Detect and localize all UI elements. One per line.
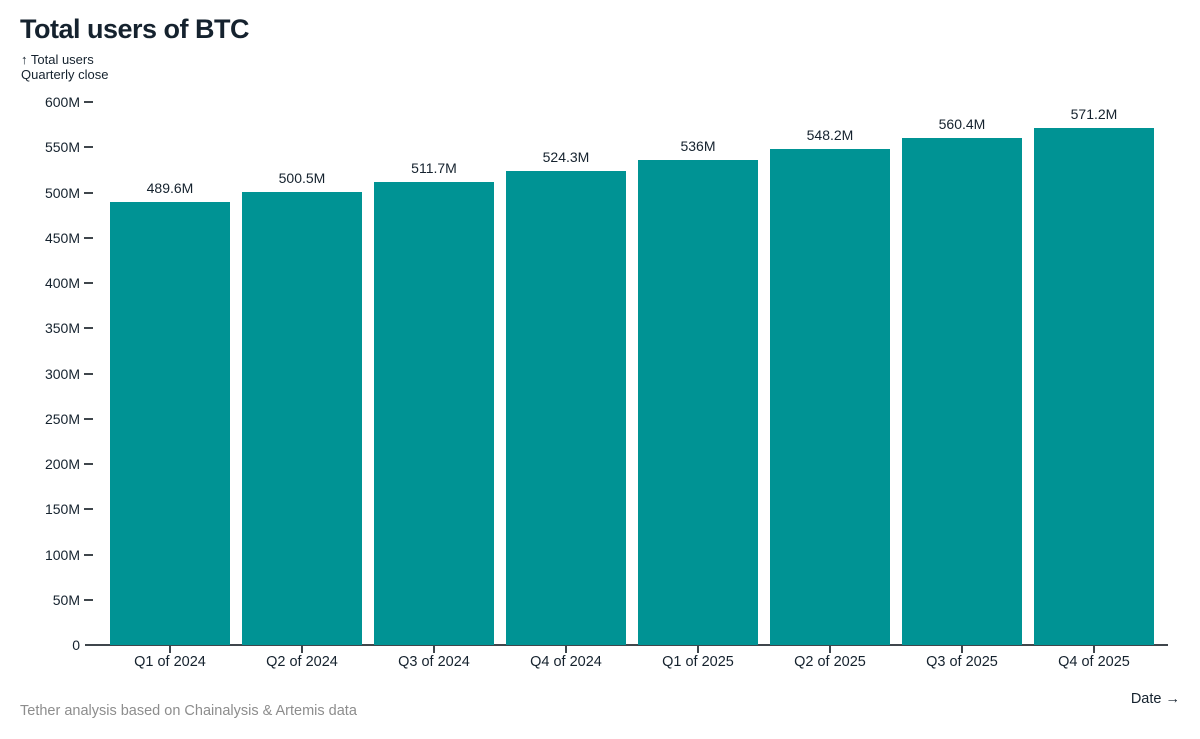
x-axis-tick-label: Q2 of 2025 bbox=[794, 654, 866, 670]
bar-value-label: 511.7M bbox=[411, 159, 457, 176]
y-axis-tick-mark bbox=[84, 508, 93, 511]
bar-value-label: 560.4M bbox=[938, 115, 986, 132]
y-axis-tick-label: 600M bbox=[44, 94, 80, 110]
x-axis-tick-label: Q4 of 2024 bbox=[530, 654, 602, 670]
y-axis-tick-label: 100M bbox=[44, 546, 80, 563]
y-axis-tick-label: 0 bbox=[72, 637, 80, 653]
x-axis-tick-mark bbox=[829, 646, 831, 653]
x-axis-tick-mark bbox=[433, 646, 435, 653]
y-axis-tick-label: 300M bbox=[44, 365, 80, 382]
x-axis-tick-label: Q1 of 2025 bbox=[662, 654, 734, 670]
chart-subtitle: ↑ Total users Quarterly close bbox=[21, 52, 108, 82]
y-axis-tick-mark bbox=[84, 146, 93, 149]
bar-value-label: 489.6M bbox=[146, 179, 194, 196]
x-axis-tick-label: Q2 of 2024 bbox=[266, 654, 338, 670]
y-axis-tick-mark bbox=[84, 598, 93, 601]
x-axis-tick-mark bbox=[1093, 646, 1095, 653]
y-axis-legend: ↑ Total users bbox=[21, 52, 94, 67]
source-attribution: Tether analysis based on Chainalysis & A… bbox=[20, 703, 357, 719]
x-axis-tick-mark bbox=[169, 646, 171, 653]
y-axis-tick-label: 450M bbox=[44, 229, 80, 246]
subtitle-quarterly-close: Quarterly close bbox=[21, 67, 109, 82]
y-axis-tick-label: 350M bbox=[44, 320, 80, 337]
x-axis-tick-mark bbox=[961, 646, 963, 653]
bar-value-label: 536M bbox=[680, 137, 716, 154]
x-axis-tick-label: Q4 of 2025 bbox=[1058, 654, 1130, 670]
x-axis-tick-label: Q3 of 2024 bbox=[398, 654, 470, 670]
y-axis-tick-label: 50M bbox=[52, 591, 80, 608]
y-axis-tick-label: 500M bbox=[44, 184, 80, 201]
y-axis-tick-mark bbox=[84, 417, 93, 420]
x-axis-tick-mark bbox=[301, 646, 303, 653]
bar-q1-of-2024 bbox=[110, 201, 230, 645]
bar-q4-of-2025 bbox=[1034, 128, 1154, 645]
x-axis-tick-mark bbox=[697, 646, 699, 653]
x-axis-tick-label: Q1 of 2024 bbox=[134, 654, 206, 670]
y-axis-tick-mark bbox=[84, 191, 93, 194]
bar-q4-of-2024 bbox=[506, 170, 626, 645]
bar-value-label: 548.2M bbox=[806, 126, 854, 143]
bar-q2-of-2024 bbox=[242, 192, 362, 645]
y-axis-tick-mark bbox=[84, 463, 93, 465]
x-axis-title: Date → bbox=[1130, 691, 1180, 707]
x-axis-tick-mark bbox=[565, 646, 567, 653]
chart-title: Total users of BTC bbox=[20, 14, 250, 44]
y-axis-tick-label: 200M bbox=[44, 456, 80, 472]
x-axis-line bbox=[85, 644, 1168, 646]
bar-value-label: 571.2M bbox=[1070, 106, 1118, 123]
y-axis-tick-label: 150M bbox=[44, 501, 80, 518]
y-axis-tick-label: 400M bbox=[44, 275, 80, 291]
bar-value-label: 500.5M bbox=[278, 170, 326, 187]
y-axis-tick-label: 250M bbox=[44, 410, 80, 427]
bar-value-label: 524.3M bbox=[542, 148, 590, 165]
bar-q3-of-2025 bbox=[902, 137, 1022, 645]
y-axis-tick-mark bbox=[84, 282, 93, 284]
y-axis-tick-mark bbox=[84, 236, 93, 239]
bar-q2-of-2025 bbox=[770, 148, 890, 645]
y-axis-tick-mark bbox=[84, 101, 93, 103]
y-axis-tick-mark bbox=[84, 553, 93, 556]
bar-q1-of-2025 bbox=[638, 159, 758, 645]
y-axis-tick-mark bbox=[84, 327, 93, 330]
y-axis-tick-label: 550M bbox=[44, 139, 80, 156]
x-axis-tick-label: Q3 of 2025 bbox=[926, 654, 998, 670]
y-axis-tick-mark bbox=[84, 372, 93, 375]
bar-q3-of-2024 bbox=[374, 181, 494, 645]
